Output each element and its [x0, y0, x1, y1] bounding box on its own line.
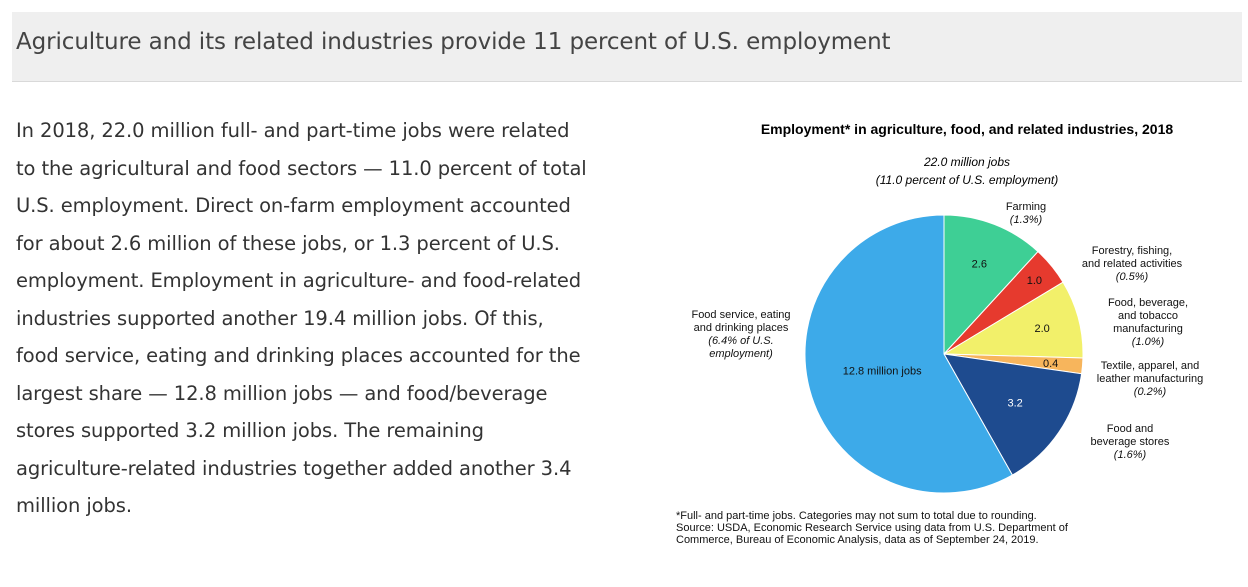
pie-chart: Employment* in agriculture, food, and re… [691, 121, 1203, 494]
source-note: Source: USDA, Economic Research Service … [676, 522, 1068, 534]
source-note: Commerce, Bureau of Economic Analysis, d… [676, 534, 1039, 546]
pie-slices [804, 214, 1084, 494]
slice-share-label: employment) [709, 348, 773, 360]
slice-category-label: Forestry, fishing, [1092, 245, 1173, 257]
employment-figure: Employment* in agriculture, food, and re… [660, 100, 1248, 580]
slice-value-label: 2.6 [972, 258, 987, 270]
slice-category-label: manufacturing [1113, 323, 1183, 335]
pie-slice [943, 214, 1039, 356]
slice-category-label: and related activities [1082, 258, 1183, 270]
slice-category-label: Farming [1006, 201, 1046, 213]
body-line: to the agricultural and food sectors — 1… [16, 156, 587, 180]
body-line: stores supported 3.2 million jobs. The r… [16, 419, 484, 442]
slice-share-label: (1.6%) [1114, 449, 1147, 461]
slice-value-label: 0.4 [1043, 358, 1058, 370]
slice-category-label: and drinking places [694, 322, 789, 334]
slice-category-label: Food service, eating [691, 309, 790, 321]
slice-category-label: Food and [1107, 423, 1153, 435]
body-text: In 2018, 22.0 million full- and part-tim… [16, 112, 641, 525]
header-band: Agriculture and its related industries p… [12, 12, 1242, 82]
body-line: largest share — 12.8 million jobs — and … [16, 381, 548, 405]
slice-value-label: 12.8 million jobs [843, 365, 922, 377]
slice-category-label: Food, beverage, [1108, 297, 1188, 309]
slice-category-label: and tobacco [1118, 310, 1178, 322]
slice-category-label: leather manufacturing [1097, 373, 1203, 385]
pie-slice [942, 281, 1084, 359]
slice-value-label: 1.0 [1027, 275, 1042, 287]
chart-notes: *Full- and part-time jobs. Categories ma… [676, 510, 1236, 546]
chart-subtitle-line: 22.0 million jobs [923, 155, 1010, 169]
slice-category-label: beverage stores [1091, 436, 1170, 448]
page-title: Agriculture and its related industries p… [16, 29, 891, 55]
slice-value-label: 2.0 [1034, 323, 1049, 335]
slice-share-label: (1.0%) [1132, 336, 1165, 348]
slice-share-label: (6.4% of U.S. [708, 335, 773, 347]
slice-share-label: (0.2%) [1134, 386, 1167, 398]
body-line: In 2018, 22.0 million full- and part-tim… [16, 119, 570, 142]
pie-slice [943, 353, 1083, 476]
body-line: agriculture-related industries together … [16, 456, 572, 480]
footnote: *Full- and part-time jobs. Categories ma… [676, 510, 1037, 522]
body-line: million jobs. [16, 494, 132, 517]
slice-share-label: (1.3%) [1010, 214, 1043, 226]
body-line: employment. Employment in agriculture- a… [16, 269, 581, 292]
body-line: food service, eating and drinking places… [16, 344, 581, 367]
chart-title: Employment* in agriculture, food, and re… [761, 121, 1174, 137]
body-line: for about 2.6 million of these jobs, or … [16, 231, 560, 255]
chart-subtitle-line: (11.0 percent of U.S. employment) [876, 173, 1059, 187]
body-line: U.S. employment. Direct on-farm employme… [16, 194, 571, 217]
slice-category-label: Textile, apparel, and [1101, 360, 1199, 372]
body-line: industries supported another 19.4 millio… [16, 306, 544, 330]
slice-share-label: (0.5%) [1116, 271, 1149, 283]
slice-value-label: 3.2 [1007, 398, 1022, 410]
pie-slice [804, 214, 1014, 494]
